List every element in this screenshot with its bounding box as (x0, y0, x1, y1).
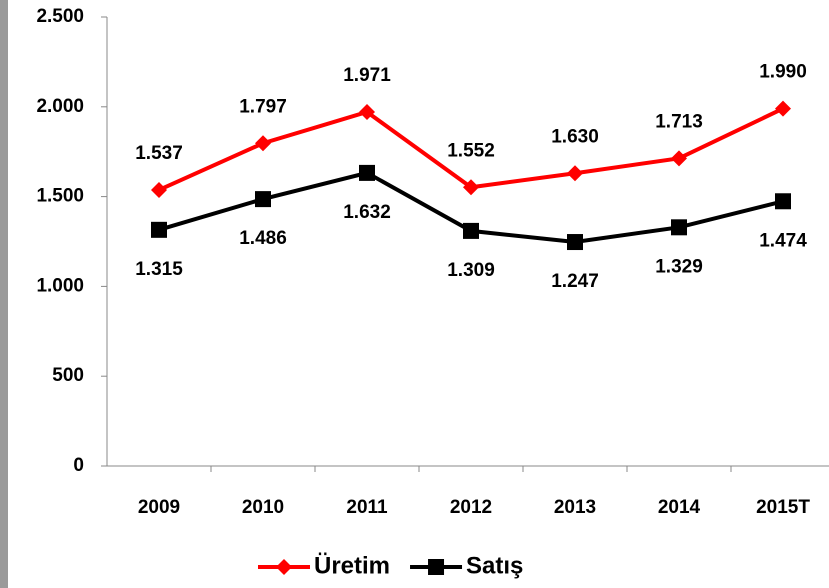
data-label: 1.486 (239, 228, 287, 249)
data-label: 1.632 (343, 202, 391, 223)
x-tick-label: 2014 (658, 497, 701, 518)
legend-label: Üretim (314, 552, 390, 579)
point (463, 179, 479, 196)
x-tick-label: 2010 (242, 497, 284, 518)
point (775, 193, 791, 210)
data-label: 1.797 (239, 96, 287, 117)
legend-marker (428, 559, 445, 575)
x-tick-label: 2012 (450, 497, 492, 518)
point (671, 150, 687, 167)
point (567, 165, 583, 182)
data-label: 1.990 (759, 62, 807, 83)
legend-label: Satış (466, 552, 523, 579)
data-label: 1.630 (551, 126, 599, 147)
data-label: 1.315 (135, 259, 183, 280)
point (359, 164, 375, 181)
y-tick-label: 500 (52, 365, 84, 386)
point (255, 135, 271, 152)
data-label: 1.971 (343, 65, 391, 86)
legend-marker (276, 559, 292, 575)
y-tick-label: 2.000 (36, 96, 84, 117)
y-tick-label: 0 (73, 455, 84, 476)
point (567, 234, 583, 251)
point (671, 219, 687, 236)
point (775, 100, 791, 117)
data-label: 1.247 (551, 271, 599, 292)
point (151, 181, 167, 198)
data-label: 1.309 (447, 260, 495, 281)
data-label: 1.474 (759, 230, 807, 251)
y-tick-label: 2.500 (36, 6, 84, 27)
point (463, 222, 479, 239)
data-label: 1.329 (655, 256, 703, 277)
point (151, 221, 167, 238)
point (359, 104, 375, 121)
data-label: 1.552 (447, 140, 495, 161)
y-tick-label: 1.000 (36, 275, 84, 296)
data-label: 1.537 (135, 143, 183, 164)
x-tick-label: 2009 (138, 497, 180, 518)
left-border (0, 0, 8, 588)
data-label: 1.713 (655, 111, 703, 132)
x-tick-label: 2015T (756, 497, 810, 518)
x-tick-label: 2011 (346, 497, 388, 518)
y-tick-label: 1.500 (36, 186, 84, 207)
point (255, 191, 271, 208)
x-tick-label: 2013 (554, 497, 596, 518)
